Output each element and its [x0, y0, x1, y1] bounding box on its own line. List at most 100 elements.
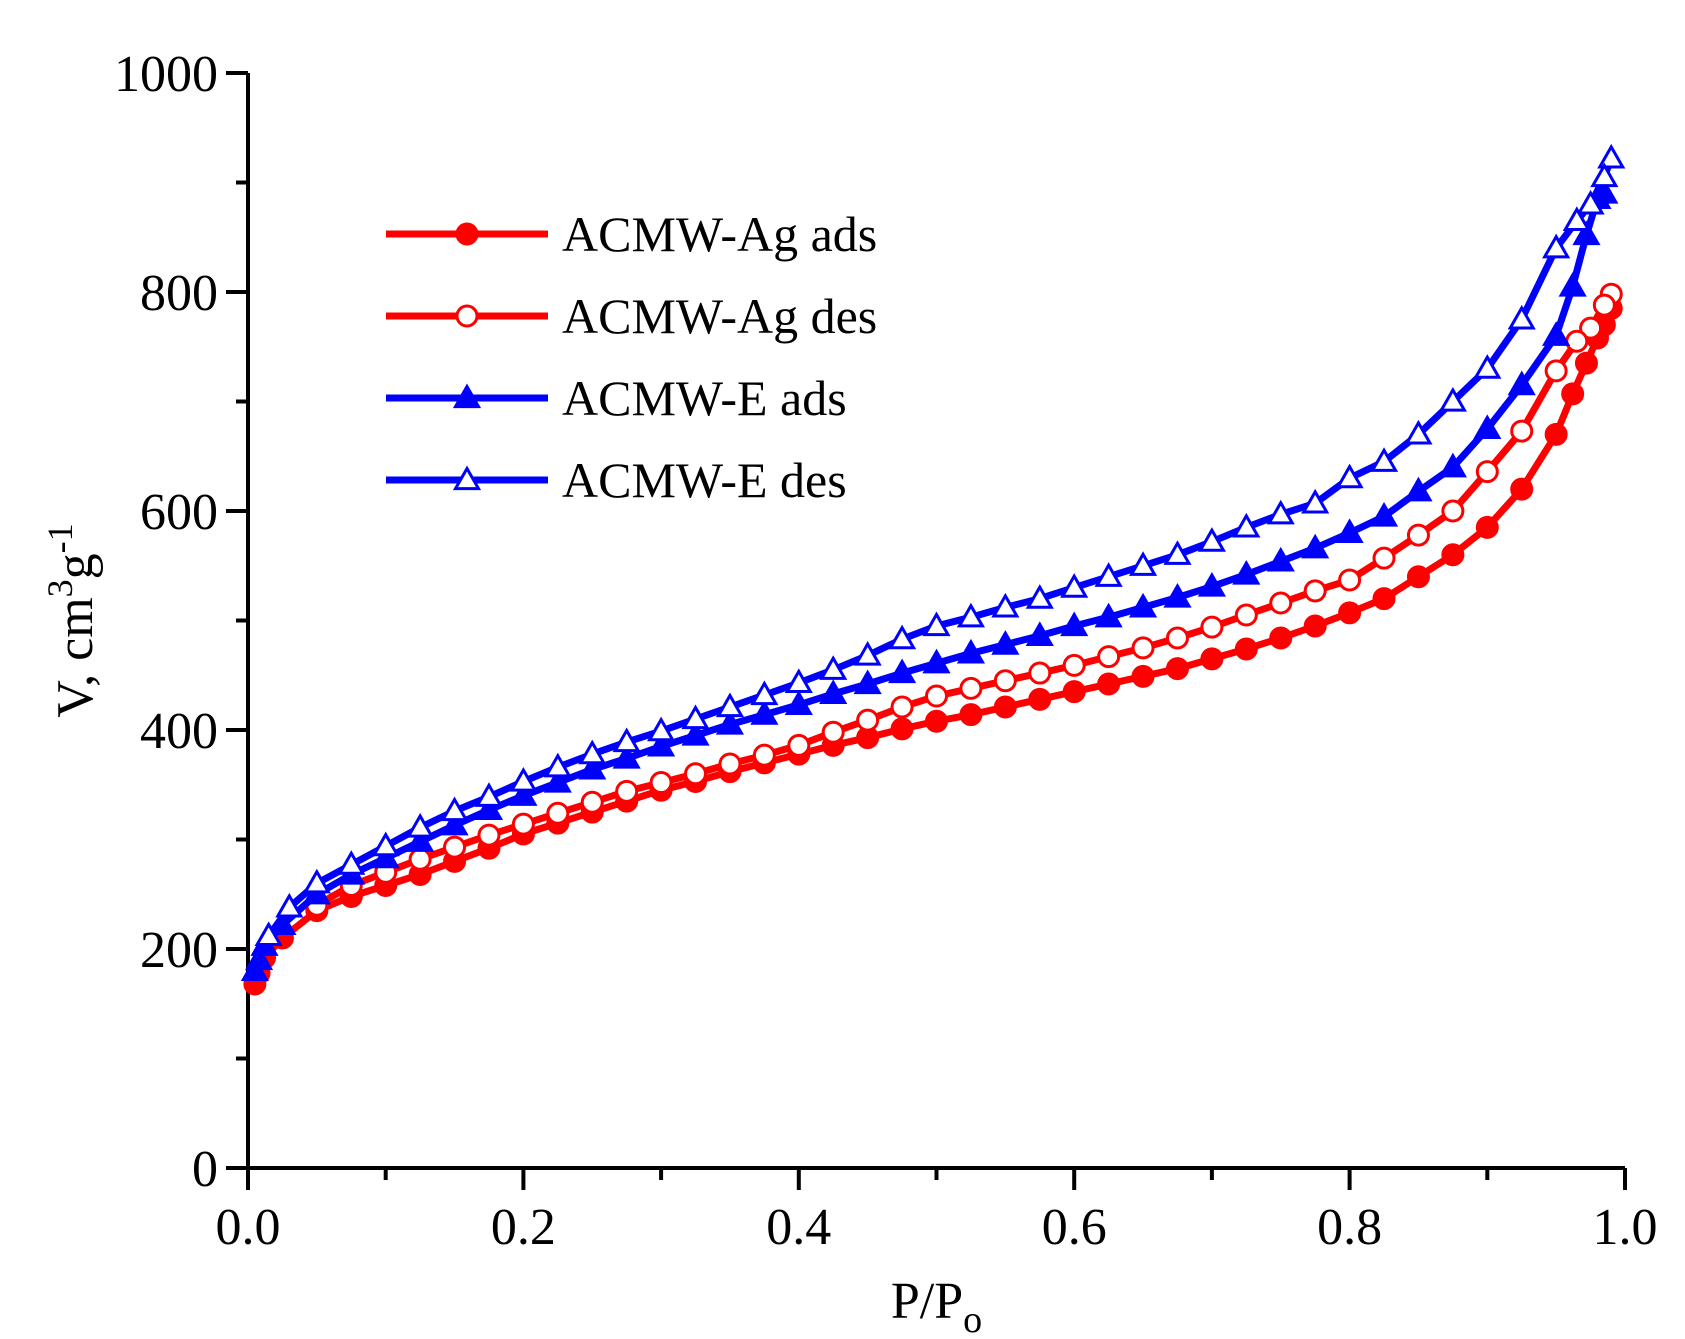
data-point: [1475, 460, 1499, 484]
data-point: [1197, 527, 1226, 552]
data-point: [1094, 602, 1123, 628]
data-point: [1269, 591, 1293, 615]
data-point: [1475, 515, 1499, 539]
data-point: [1542, 321, 1571, 346]
data-point: [1097, 645, 1121, 669]
data-point: [819, 655, 848, 680]
data-point: [509, 781, 538, 806]
data-point: [1404, 476, 1433, 502]
data-point: [925, 684, 948, 708]
data-point: [1025, 621, 1054, 646]
data-point: [750, 700, 779, 725]
data-point: [1335, 463, 1364, 489]
legend-marker: [452, 383, 482, 409]
legend-entry: ACMW-Ag des: [386, 288, 877, 344]
data-point: [1404, 419, 1433, 445]
data-point: [1062, 680, 1086, 704]
data-point: [1060, 611, 1089, 637]
data-point: [752, 743, 776, 767]
data-point: [244, 945, 274, 971]
data-point: [821, 720, 845, 744]
data-point: [1128, 551, 1158, 576]
data-point: [1473, 414, 1502, 439]
data-point: [546, 801, 570, 825]
x-axis-title: P/Po: [891, 1273, 982, 1339]
data-point: [1097, 672, 1121, 696]
data-point: [959, 703, 983, 727]
series-acmw-ag-des: [305, 282, 1623, 917]
data-point: [1269, 626, 1293, 650]
data-point: [1025, 584, 1054, 609]
y-axis-title: V, cm3g-1: [40, 523, 104, 717]
data-point: [1438, 452, 1467, 478]
data-point: [474, 795, 504, 821]
data-point: [784, 668, 813, 694]
y-tick-label: 0: [192, 1141, 218, 1198]
data-point: [1372, 546, 1396, 570]
x-tick-label: 1.0: [1593, 1199, 1658, 1256]
data-point: [443, 835, 467, 859]
legend-entry: ACMW-E des: [386, 452, 847, 508]
data-point: [819, 679, 848, 704]
data-point: [1163, 582, 1192, 608]
data-point: [1232, 559, 1261, 585]
data-point: [275, 892, 304, 918]
data-point: [440, 796, 469, 822]
series-acmw-e-des: [254, 143, 1626, 946]
data-point: [715, 692, 745, 718]
series-line: [315, 292, 1615, 909]
y-tick-label: 1000: [114, 46, 218, 103]
data-point: [1590, 162, 1619, 188]
data-point: [784, 690, 813, 715]
legend-entry: ACMW-E ads: [386, 370, 847, 426]
data-point: [371, 843, 400, 869]
data-point: [302, 868, 331, 894]
data-point: [1028, 687, 1052, 711]
data-point: [1234, 603, 1258, 627]
data-point: [1562, 206, 1591, 231]
data-point: [1510, 477, 1534, 501]
data-point: [1574, 351, 1598, 375]
data-point: [1507, 370, 1536, 396]
data-point: [681, 720, 710, 746]
data-point: [718, 752, 742, 776]
data-point: [993, 669, 1017, 693]
data-point: [1542, 233, 1571, 259]
legend-label: ACMW-Ag ads: [562, 206, 877, 262]
data-point: [1060, 573, 1089, 598]
data-point: [1131, 636, 1155, 660]
data-point: [1473, 354, 1502, 379]
data-point: [1266, 546, 1295, 572]
data-point: [890, 717, 914, 741]
data-point: [1372, 587, 1396, 611]
data-point: [922, 648, 951, 674]
data-point: [1303, 614, 1327, 638]
data-point: [853, 641, 882, 666]
data-point: [887, 658, 917, 684]
data-point: [1438, 386, 1467, 412]
data-point: [254, 921, 283, 946]
data-point: [647, 731, 676, 757]
data-point: [1369, 447, 1399, 472]
data-point: [1303, 579, 1327, 603]
data-point: [1561, 382, 1585, 406]
data-point: [615, 779, 639, 803]
data-point: [1232, 512, 1261, 538]
data-point: [1163, 540, 1192, 565]
data-point: [511, 812, 535, 836]
x-tick-label: 0.4: [766, 1199, 831, 1256]
series-acmw-ag-ads: [243, 296, 1623, 996]
data-point: [474, 782, 504, 807]
data-point: [887, 624, 917, 650]
data-point: [1579, 316, 1603, 340]
data-point: [1028, 661, 1052, 685]
data-point: [1441, 543, 1465, 567]
data-point: [1266, 499, 1295, 525]
data-point: [1131, 664, 1155, 688]
data-point: [1544, 422, 1568, 446]
legend-marker: [455, 222, 479, 246]
data-point: [477, 823, 501, 847]
legend: ACMW-Ag ads ACMW-Ag des ACMW-E ads ACMW-E d…: [386, 206, 877, 508]
data-point: [509, 766, 538, 792]
